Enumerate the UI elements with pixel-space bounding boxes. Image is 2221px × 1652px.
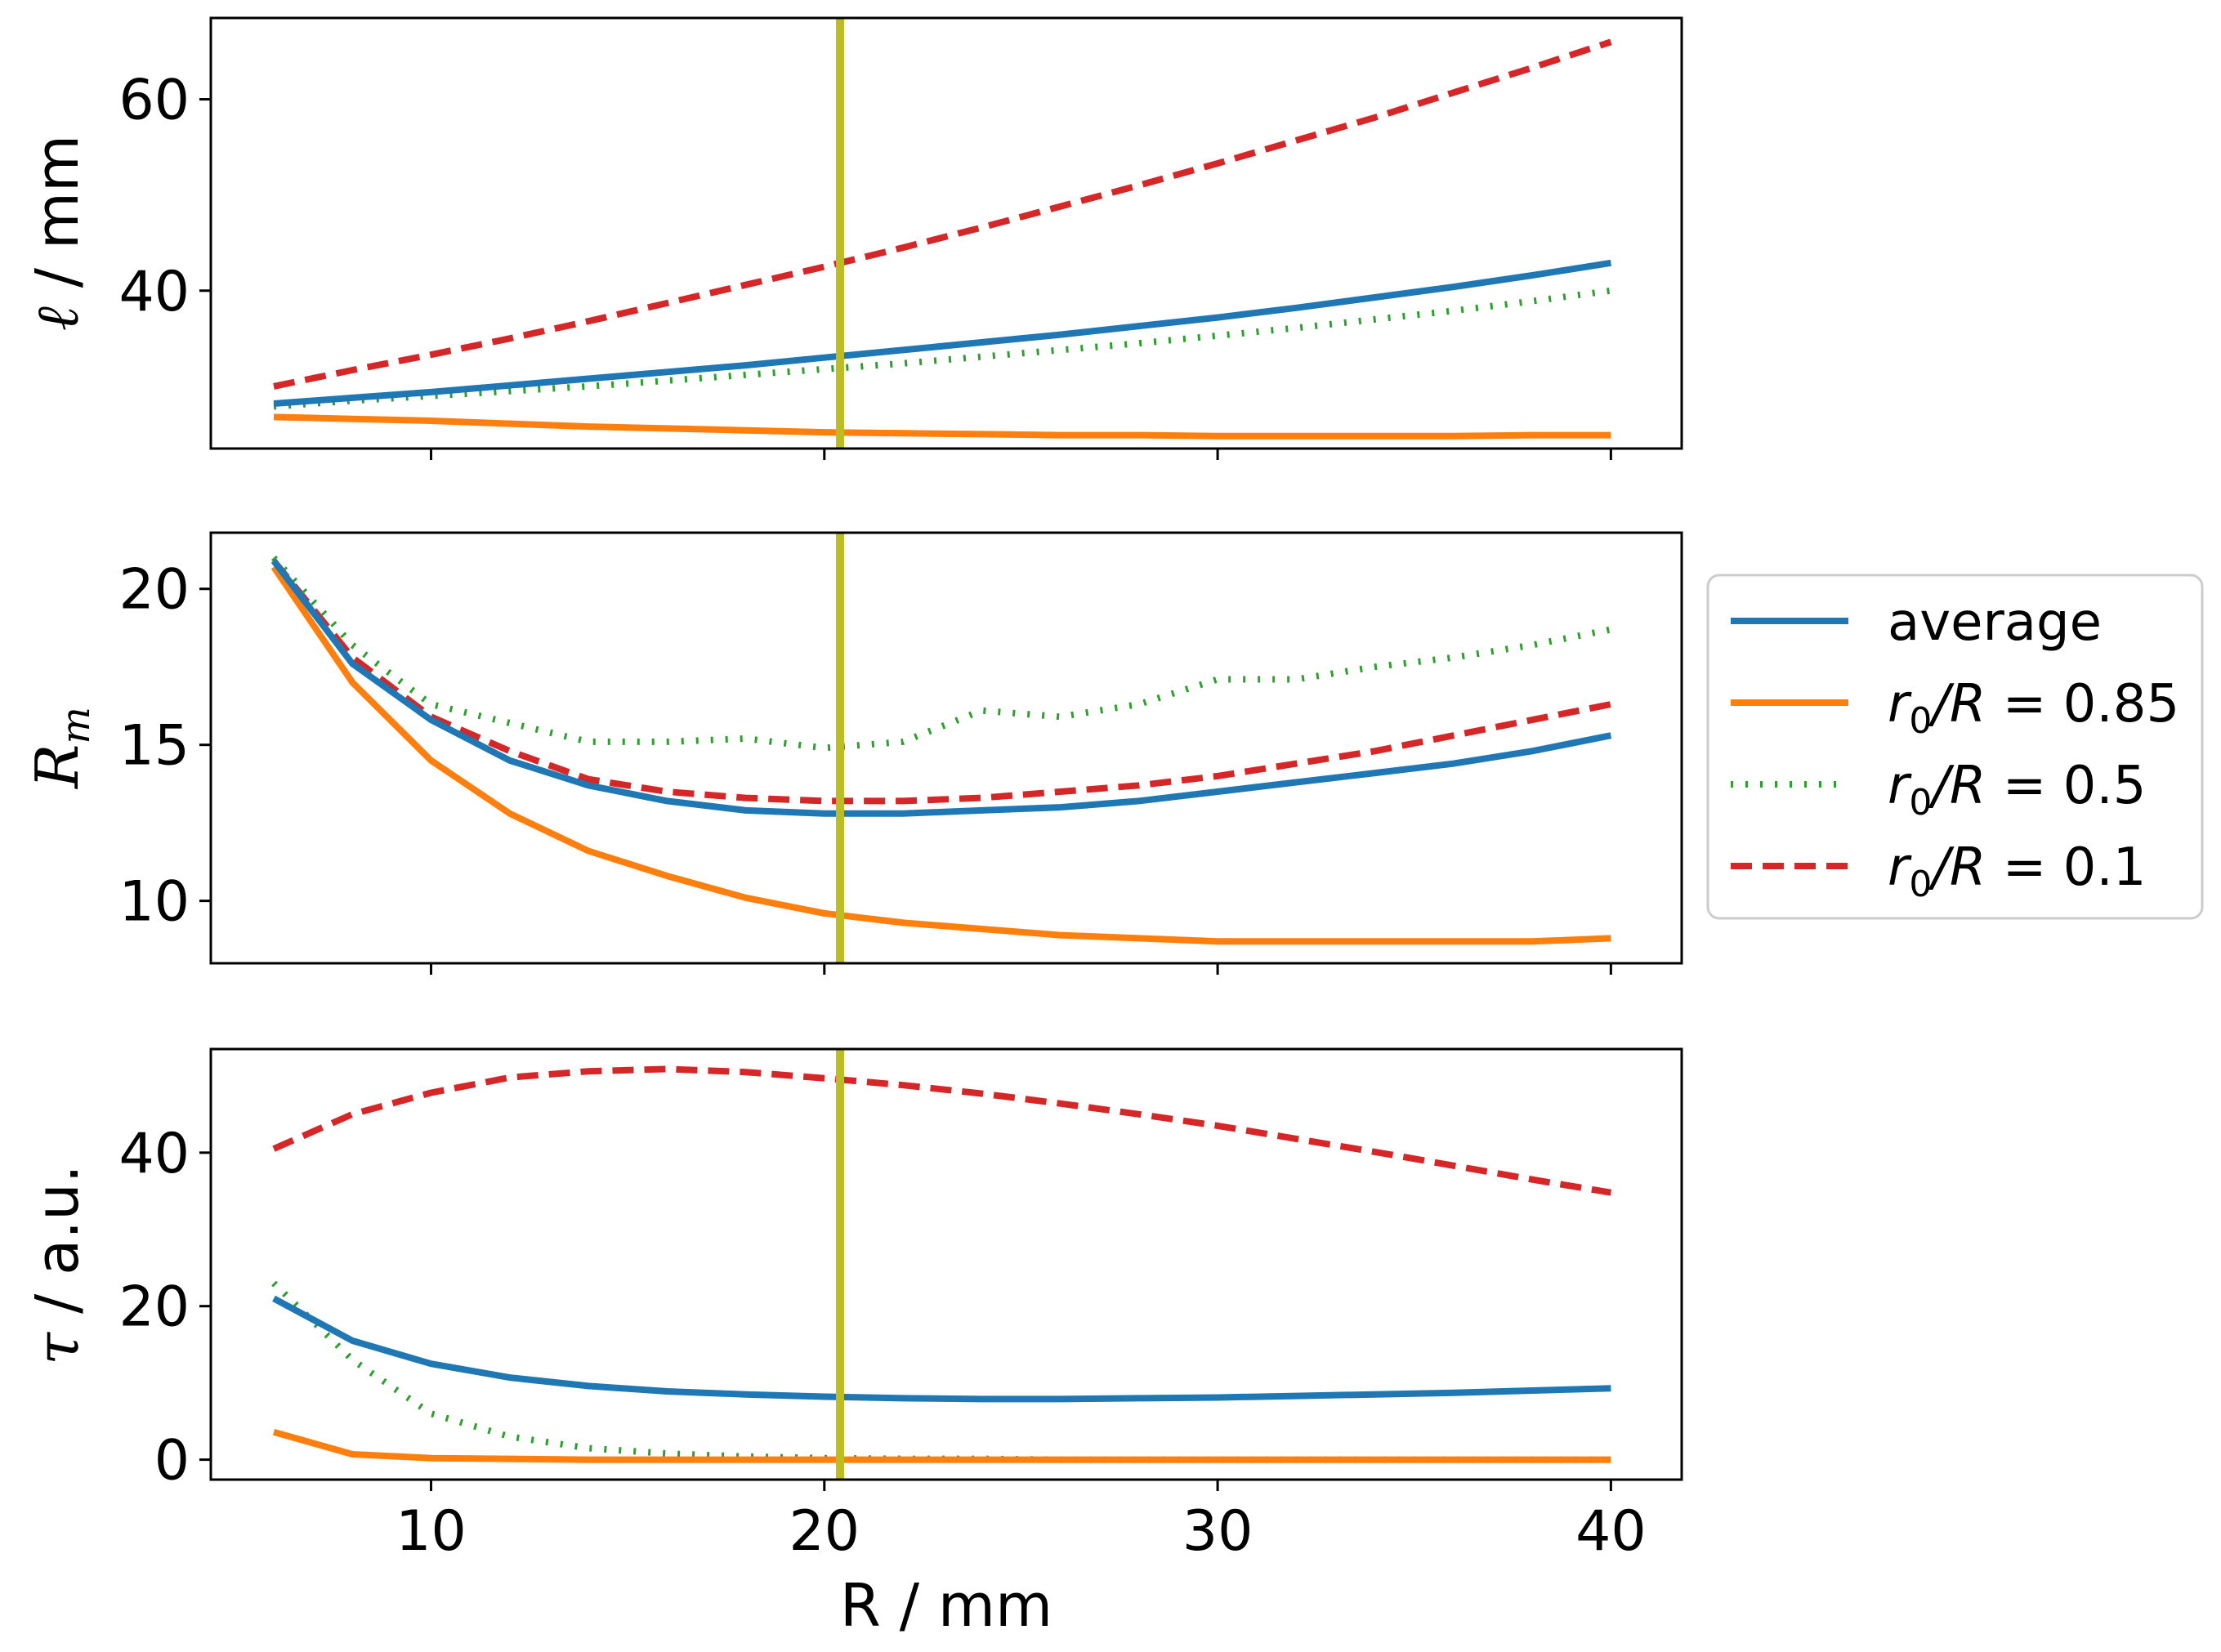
panel-rm: 10 15 20 Rm (23, 531, 1683, 975)
xtick-label-30: 30 (1182, 1499, 1254, 1564)
series-line-rm-r0-r-0-1 (270, 558, 1612, 805)
panel-length-ylabel: ℓ / mm (23, 135, 92, 331)
series-line-rm-average (270, 558, 1612, 817)
legend: average r0/R = 0.85 r0/R = 0.5 r0/R = 0.… (1706, 574, 2204, 920)
series-line-length-average (273, 259, 1612, 407)
series-line-length-r0-r-0-85 (273, 413, 1611, 440)
series-line-rm-r0-r-0-5 (271, 555, 1612, 752)
legend-label-r085: r0/R = 0.85 (1888, 674, 2179, 742)
x-axis-label: R / mm (840, 1571, 1052, 1640)
series-line-length-r0-r-0-1 (273, 38, 1612, 390)
ytick-label-tau-40: 40 (118, 1122, 190, 1186)
ytick-label-tau-0: 0 (154, 1429, 190, 1493)
legend-label-r05: r0/R = 0.5 (1888, 756, 2146, 824)
ytick-label-rm-20: 20 (118, 558, 190, 623)
series-line-tau-r0-r-0-1 (272, 1065, 1612, 1196)
legend-box (1706, 574, 2204, 920)
legend-label-average: average (1888, 592, 2102, 653)
xtick-label-20: 20 (789, 1499, 860, 1564)
panel-tau-ylabel: τ / a.u. (23, 1164, 92, 1364)
panel-rm-frame (209, 531, 1683, 965)
xtick-label-10: 10 (395, 1499, 467, 1564)
panel-length: 40 60 ℓ / mm (23, 16, 1683, 460)
series-line-length-r0-r-0-5 (273, 287, 1611, 410)
ytick-label-length-60: 60 (118, 69, 190, 133)
series-line-rm-r0-r-0-85 (270, 565, 1611, 945)
panel-rm-ylabel: Rm (23, 707, 99, 790)
ytick-label-tau-20: 20 (118, 1275, 190, 1340)
ytick-label-length-40: 40 (118, 260, 190, 324)
series-line-tau-r0-r-0-85 (272, 1428, 1611, 1463)
ytick-label-rm-15: 15 (118, 714, 190, 779)
legend-label-r01: r0/R = 0.1 (1888, 837, 2146, 905)
panel-tau-frame (209, 1047, 1683, 1481)
panel-length-frame (209, 16, 1683, 450)
ytick-label-rm-10: 10 (118, 870, 190, 935)
xtick-label-40: 40 (1575, 1499, 1647, 1564)
series-line-tau-average (272, 1295, 1611, 1403)
panel-tau: 0 20 40 10 20 30 40 τ / a.u. (23, 1047, 1683, 1564)
